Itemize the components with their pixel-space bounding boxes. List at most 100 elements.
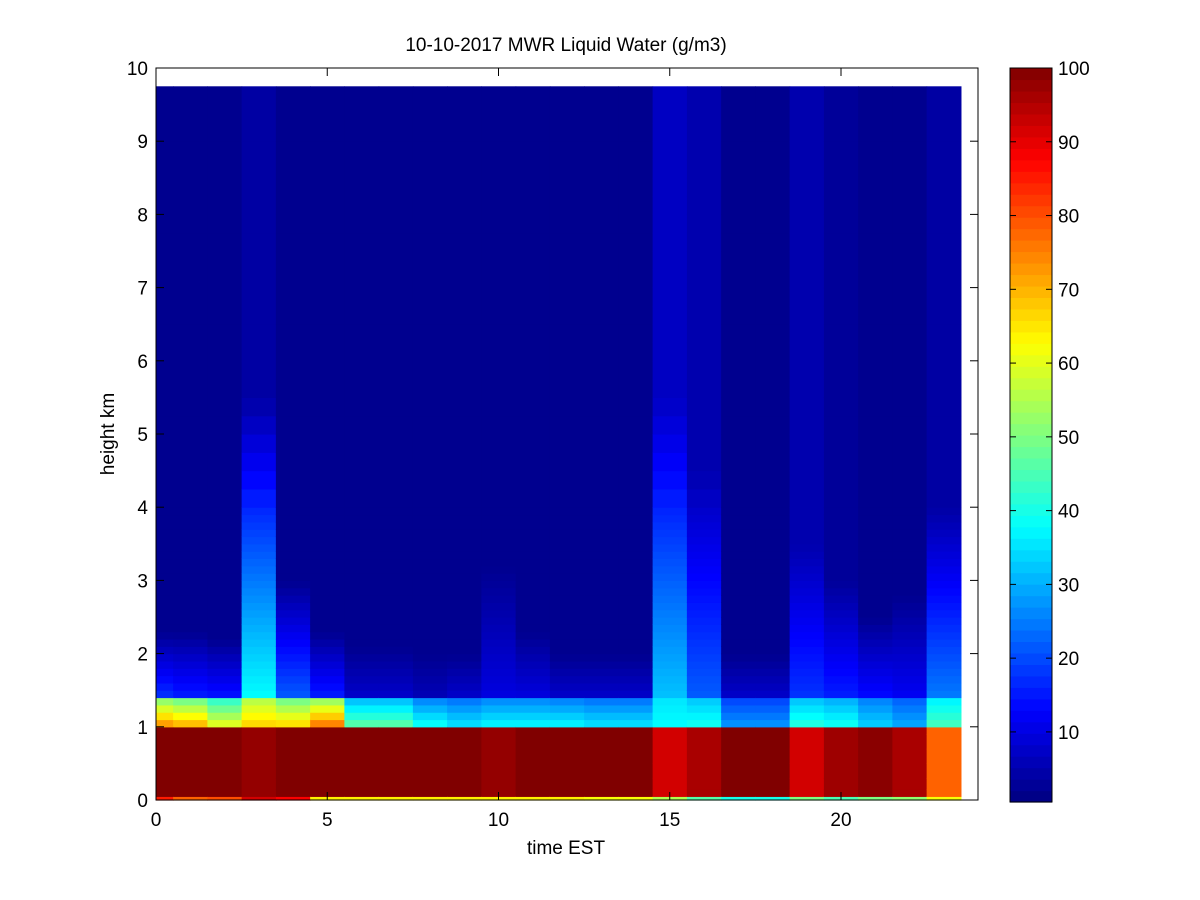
heatmap-cell bbox=[447, 587, 482, 596]
heatmap-cell bbox=[721, 397, 756, 417]
heatmap-cell bbox=[207, 668, 243, 677]
heatmap-cell bbox=[926, 159, 962, 179]
heatmap-cell bbox=[755, 796, 791, 801]
heatmap-cell bbox=[858, 778, 893, 790]
heatmap-cell bbox=[275, 624, 311, 633]
colorbar-strip bbox=[1010, 136, 1052, 149]
heatmap-cell bbox=[173, 726, 208, 735]
heatmap-cell bbox=[241, 122, 277, 142]
heatmap-cell bbox=[447, 342, 482, 362]
heatmap-cell bbox=[721, 587, 756, 596]
heatmap-cell bbox=[241, 748, 277, 764]
heatmap-cell bbox=[823, 104, 859, 124]
heatmap-cell bbox=[412, 609, 448, 618]
heatmap-cell bbox=[584, 397, 619, 417]
heatmap-cell bbox=[584, 287, 619, 307]
heatmap-cell bbox=[207, 638, 243, 647]
heatmap-cell bbox=[515, 470, 551, 490]
heatmap-cell bbox=[549, 521, 585, 530]
heatmap-cell bbox=[275, 159, 311, 179]
heatmap-cell bbox=[156, 660, 174, 669]
heatmap-cell bbox=[584, 763, 619, 779]
heatmap-cell bbox=[515, 595, 551, 603]
heatmap-cell bbox=[892, 602, 928, 611]
heatmap-cell bbox=[173, 682, 208, 691]
heatmap-cell bbox=[618, 507, 654, 516]
heatmap-cell bbox=[618, 521, 654, 530]
heatmap-cell bbox=[412, 631, 448, 640]
heatmap-cell bbox=[926, 104, 962, 124]
heatmap-cell bbox=[652, 726, 688, 735]
heatmap-cell bbox=[823, 638, 859, 647]
heatmap-cell bbox=[549, 682, 585, 691]
heatmap-cell bbox=[156, 595, 174, 603]
heatmap-cell bbox=[584, 86, 619, 106]
heatmap-cell bbox=[310, 595, 345, 603]
heatmap-cell bbox=[344, 734, 380, 750]
heatmap-cell bbox=[378, 558, 414, 567]
heatmap-cell bbox=[207, 470, 243, 490]
heatmap-cell bbox=[173, 631, 208, 640]
heatmap-cell bbox=[549, 638, 585, 647]
heatmap-cell bbox=[310, 609, 345, 618]
heatmap-cell bbox=[447, 609, 482, 618]
heatmap-cell bbox=[892, 682, 928, 691]
heatmap-cell bbox=[207, 609, 243, 618]
heatmap-cell bbox=[858, 551, 893, 560]
heatmap-cell bbox=[823, 778, 859, 790]
heatmap-cell bbox=[584, 587, 619, 596]
heatmap-cell bbox=[892, 712, 928, 721]
heatmap-cell bbox=[686, 595, 722, 603]
heatmap-cell bbox=[412, 719, 448, 728]
colorbar-strip bbox=[1010, 182, 1052, 195]
heatmap-cell bbox=[721, 617, 756, 625]
heatmap-cell bbox=[823, 763, 859, 779]
heatmap-cell bbox=[173, 565, 208, 574]
heatmap-cell bbox=[310, 617, 345, 625]
heatmap-cell bbox=[789, 660, 825, 669]
heatmap-cell bbox=[412, 379, 448, 398]
heatmap-cell bbox=[173, 122, 208, 142]
heatmap-cell bbox=[823, 712, 859, 721]
heatmap-cell bbox=[686, 86, 722, 106]
heatmap-cell bbox=[412, 434, 448, 453]
heatmap-cell bbox=[858, 712, 893, 721]
heatmap-cell bbox=[378, 214, 414, 234]
heatmap-cell bbox=[378, 565, 414, 574]
colorbar-tick-label: 50 bbox=[1058, 428, 1079, 449]
colorbar-strip bbox=[1010, 767, 1052, 780]
heatmap-cell bbox=[481, 379, 517, 398]
heatmap-cell bbox=[789, 587, 825, 596]
heatmap-cell bbox=[207, 507, 243, 516]
heatmap-cell bbox=[344, 232, 380, 252]
heatmap-cell bbox=[344, 543, 380, 552]
heatmap-cell bbox=[652, 507, 688, 516]
heatmap-cell bbox=[275, 609, 311, 618]
heatmap-cell bbox=[926, 415, 962, 435]
heatmap-cell bbox=[412, 415, 448, 435]
heatmap-cell bbox=[652, 763, 688, 779]
heatmap-cell bbox=[173, 305, 208, 325]
heatmap-cell bbox=[926, 434, 962, 453]
heatmap-cell bbox=[241, 415, 277, 435]
heatmap-cell bbox=[447, 617, 482, 625]
heatmap-cell bbox=[584, 521, 619, 530]
heatmap-cell bbox=[721, 573, 756, 581]
heatmap-cell bbox=[618, 719, 654, 728]
heatmap-cell bbox=[447, 232, 482, 252]
heatmap-cell bbox=[721, 580, 756, 589]
heatmap-cell bbox=[378, 452, 414, 472]
heatmap-cell bbox=[789, 470, 825, 490]
heatmap-cell bbox=[823, 232, 859, 252]
heatmap-cell bbox=[584, 565, 619, 574]
heatmap-cell bbox=[173, 690, 208, 699]
heatmap-cell bbox=[378, 789, 414, 797]
heatmap-cell bbox=[344, 342, 380, 362]
heatmap-cell bbox=[310, 232, 345, 252]
heatmap-cell bbox=[378, 122, 414, 142]
heatmap-cell bbox=[926, 690, 962, 699]
heatmap-cell bbox=[378, 690, 414, 699]
heatmap-cell bbox=[686, 360, 722, 380]
heatmap-cell bbox=[926, 514, 962, 523]
